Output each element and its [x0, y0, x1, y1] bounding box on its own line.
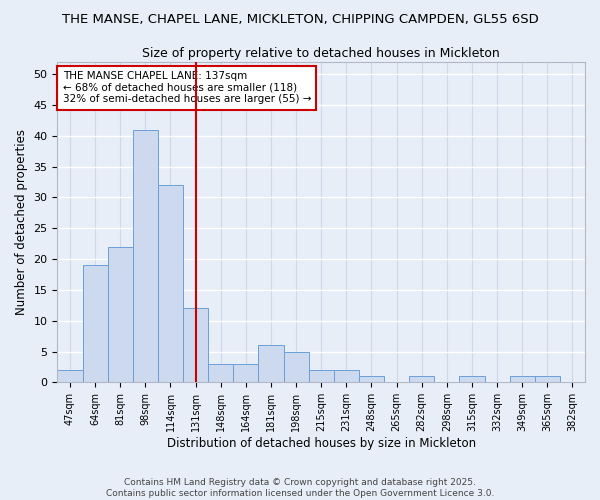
Bar: [183, 308, 208, 382]
Bar: [158, 185, 183, 382]
Bar: [359, 376, 384, 382]
Bar: [460, 376, 485, 382]
Bar: [259, 346, 284, 383]
Text: THE MANSE CHAPEL LANE: 137sqm
← 68% of detached houses are smaller (118)
32% of : THE MANSE CHAPEL LANE: 137sqm ← 68% of d…: [62, 72, 311, 104]
Title: Size of property relative to detached houses in Mickleton: Size of property relative to detached ho…: [142, 48, 500, 60]
Text: Contains HM Land Registry data © Crown copyright and database right 2025.
Contai: Contains HM Land Registry data © Crown c…: [106, 478, 494, 498]
Bar: [284, 352, 308, 382]
Bar: [233, 364, 259, 382]
Bar: [535, 376, 560, 382]
X-axis label: Distribution of detached houses by size in Mickleton: Distribution of detached houses by size …: [167, 437, 476, 450]
Bar: [334, 370, 359, 382]
Y-axis label: Number of detached properties: Number of detached properties: [15, 129, 28, 315]
Bar: [133, 130, 158, 382]
Bar: [509, 376, 535, 382]
Bar: [107, 246, 133, 382]
Bar: [409, 376, 434, 382]
Bar: [308, 370, 334, 382]
Bar: [208, 364, 233, 382]
Text: THE MANSE, CHAPEL LANE, MICKLETON, CHIPPING CAMPDEN, GL55 6SD: THE MANSE, CHAPEL LANE, MICKLETON, CHIPP…: [62, 12, 538, 26]
Bar: [83, 265, 107, 382]
Bar: [58, 370, 83, 382]
